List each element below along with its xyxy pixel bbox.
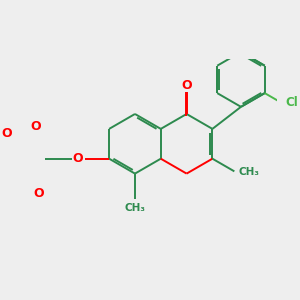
Text: CH₃: CH₃ (124, 203, 146, 213)
Text: O: O (181, 79, 192, 92)
Text: O: O (30, 120, 40, 133)
Text: O: O (72, 152, 83, 165)
Text: O: O (2, 127, 12, 140)
Text: O: O (33, 187, 44, 200)
Text: CH₃: CH₃ (238, 167, 259, 177)
Text: Cl: Cl (286, 96, 298, 109)
